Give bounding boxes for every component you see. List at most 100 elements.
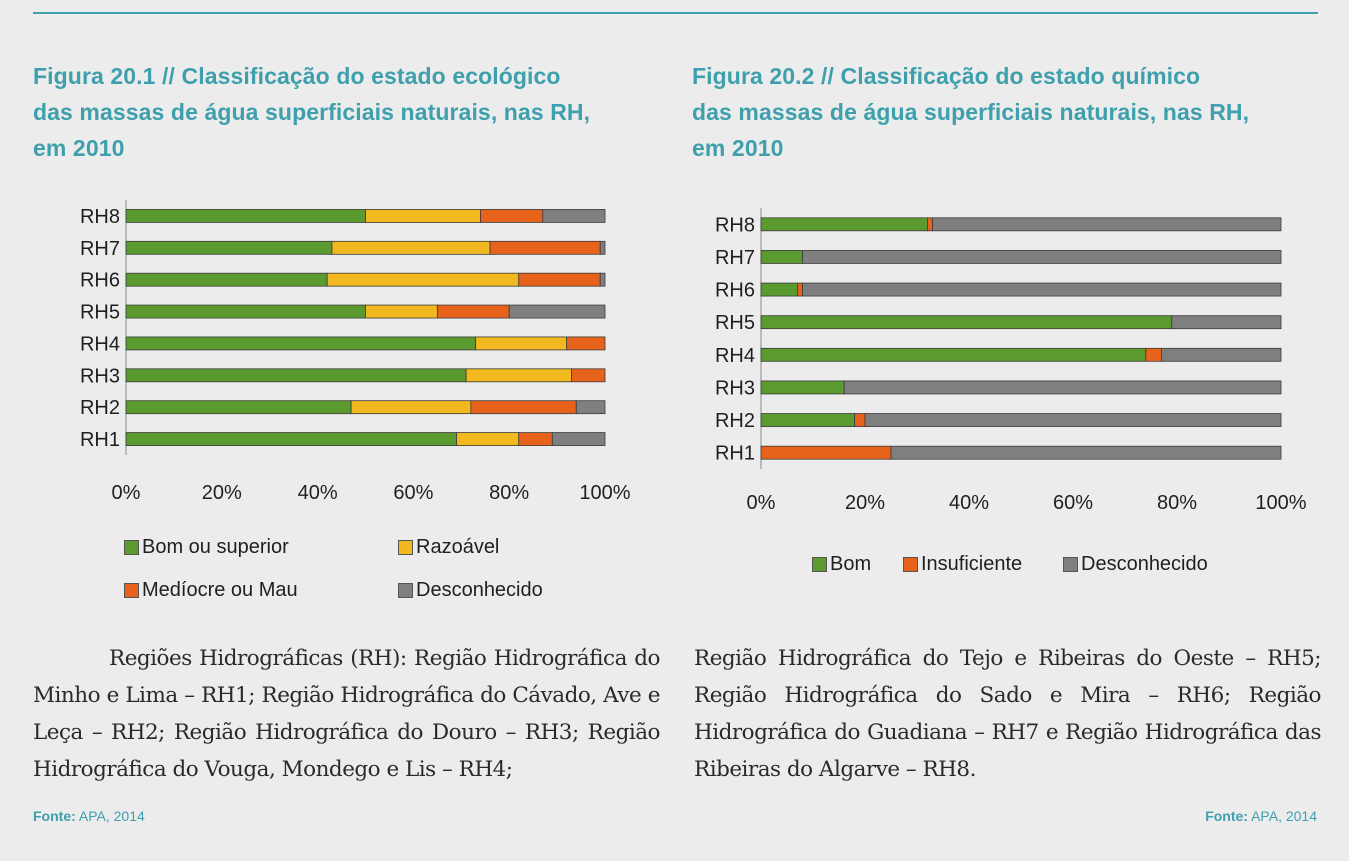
figure-2-title-line-3: em 2010 (692, 135, 784, 161)
category-label-rh7: RH7 (80, 238, 120, 260)
bar-rh8-razoavel (365, 209, 481, 223)
bar-rh1-desconhecido (551, 432, 606, 446)
figure-1-title-line-3: em 2010 (33, 135, 125, 161)
bar-rh2-desconhecido (575, 400, 606, 415)
bar-rh5-mediocre-ou-mau (436, 304, 510, 319)
chemical-status-chart: RH8 RH7 RH6 RH5 RH4 RH3 RH2 RH1 0% 20% 40% 60% 80% 10… (715, 208, 1307, 514)
x-tick-label-0: 0% (747, 492, 776, 514)
bar-rh6-insuficiente (796, 282, 803, 297)
figure-2-title: Figura 20.2 // Classificação do estado q… (692, 58, 1292, 166)
bar-rh1-mediocre-ou-mau (518, 432, 553, 446)
category-label-rh5: RH5 (80, 302, 120, 324)
category-label-rh2: RH2 (80, 397, 120, 419)
bar-rh1-desconhecido (890, 445, 1282, 460)
x-tick-label-100: 100% (579, 482, 630, 504)
legend-swatch-razoavel (398, 540, 413, 555)
x-tick-label-60: 60% (1053, 492, 1093, 514)
legend-label-razoavel: Razoável (416, 536, 500, 558)
top-divider-line (33, 12, 1318, 14)
category-label-rh8: RH8 (80, 206, 120, 228)
bar-rh6-desconhecido (802, 282, 1282, 297)
bar-rh8-mediocre-ou-mau (480, 209, 544, 223)
category-label-rh5: RH5 (715, 312, 755, 334)
bar-rh6-mediocre-ou-mau (518, 272, 601, 287)
legend-label-bom: Bom (830, 553, 872, 575)
legend-swatch-desconhecido (1063, 557, 1078, 572)
bar-rh8-desconhecido (542, 209, 606, 223)
bar-rh2-insuficiente (854, 413, 866, 427)
category-label-rh4: RH4 (80, 333, 120, 355)
x-tick-label-40: 40% (298, 482, 338, 504)
legend-item-razoavel: Razoável (398, 536, 499, 559)
category-label-rh1: RH1 (715, 443, 755, 465)
figure-2-title-line-1: Figura 20.2 // Classificação do estado q… (692, 63, 1201, 89)
ecological-status-chart: RH8 RH7 RH6 RH5 RH4 RH3 RH2 RH1 0% 20% 40% 60% 80% 10… (80, 200, 631, 504)
legend-item-desconhecido: Desconhecido (398, 579, 543, 602)
bar-rh1-insuficiente (760, 445, 892, 460)
bar-rh2-bom (760, 413, 855, 427)
category-label-rh4: RH4 (715, 345, 755, 367)
legend-label-bom-ou-superior: Bom ou superior (142, 536, 289, 558)
bar-rh8-bom (760, 217, 928, 232)
legend-label-desconhecido: Desconhecido (416, 579, 543, 601)
bar-rh4-mediocre-ou-mau (566, 336, 606, 351)
x-tick-label-0: 0% (112, 482, 141, 504)
figure-2-title-line-2: das massas de água superficiais naturais… (692, 99, 1250, 125)
figure-1-title-line-1: Figura 20.1 // Classificação do estado e… (33, 63, 561, 89)
source-label: Fonte: (33, 808, 76, 824)
regions-paragraph-left: Regiões Hidrográficas (RH): Região Hidro… (33, 646, 661, 782)
x-tick-label-80: 80% (1157, 492, 1197, 514)
legend-item-bom-ou-superior: Bom ou superior (124, 536, 289, 559)
bar-rh4-bom-ou-superior (125, 336, 477, 351)
category-label-rh3: RH3 (80, 365, 120, 387)
category-label-rh2: RH2 (715, 410, 755, 432)
bar-rh8-insuficiente (926, 217, 933, 232)
bar-rh8-bom-ou-superior (125, 209, 366, 223)
bar-rh7-razoavel (331, 240, 491, 255)
regions-paragraph-right: Região Hidrográfica do Tejo e Ribeiras d… (694, 646, 1322, 782)
legend-item-bom: Bom (812, 553, 871, 576)
bar-rh3-mediocre-ou-mau (571, 368, 606, 383)
bar-rh4-insuficiente (1145, 347, 1162, 362)
legend-item-insuficiente: Insuficiente (903, 553, 1022, 576)
legend-item-mediocre-ou-mau: Medíocre ou Mau (124, 579, 298, 602)
legend-label-mediocre-ou-mau: Medíocre ou Mau (142, 579, 298, 601)
bar-rh3-bom (760, 380, 845, 395)
x-tick-label-80: 80% (489, 482, 529, 504)
bar-rh3-bom-ou-superior (125, 368, 467, 383)
category-label-rh6: RH6 (80, 270, 120, 292)
bar-rh3-desconhecido (843, 380, 1282, 395)
category-label-rh6: RH6 (715, 280, 755, 302)
bar-rh5-razoavel (365, 304, 438, 319)
x-tick-label-100: 100% (1255, 492, 1306, 514)
bar-rh5-bom-ou-superior (125, 304, 366, 319)
category-label-rh7: RH7 (715, 247, 755, 269)
bar-rh6-desconhecido (599, 272, 606, 287)
bar-rh7-desconhecido (802, 250, 1282, 264)
legend-swatch-bom (812, 557, 827, 572)
bar-rh5-desconhecido (1171, 315, 1282, 330)
figure-1-title: Figura 20.1 // Classificação do estado e… (33, 58, 633, 166)
bar-rh7-bom-ou-superior (125, 240, 333, 255)
legend-item-desconhecido: Desconhecido (1063, 553, 1208, 576)
bar-rh3-razoavel (465, 368, 572, 383)
legend-label-desconhecido: Desconhecido (1081, 553, 1208, 575)
category-label-rh1: RH1 (80, 429, 120, 451)
x-tick-label-20: 20% (845, 492, 885, 514)
bar-rh1-bom-ou-superior (125, 432, 457, 446)
legend-label-insuficiente: Insuficiente (921, 553, 1023, 575)
source-value: APA, 2014 (78, 808, 145, 824)
bar-rh2-bom-ou-superior (125, 400, 352, 415)
category-label-rh8: RH8 (715, 214, 755, 236)
category-label-rh3: RH3 (715, 377, 755, 399)
bar-rh2-razoavel (350, 400, 472, 415)
source-label: Fonte: (1205, 808, 1248, 824)
bar-rh8-desconhecido (932, 217, 1282, 232)
bar-rh2-desconhecido (864, 413, 1282, 427)
legend-swatch-bom-ou-superior (124, 540, 139, 555)
bar-rh4-razoavel (475, 336, 568, 351)
x-tick-label-20: 20% (202, 482, 242, 504)
bar-rh1-razoavel (456, 432, 520, 446)
bar-rh7-bom (760, 250, 803, 264)
bar-rh7-desconhecido (599, 240, 606, 255)
